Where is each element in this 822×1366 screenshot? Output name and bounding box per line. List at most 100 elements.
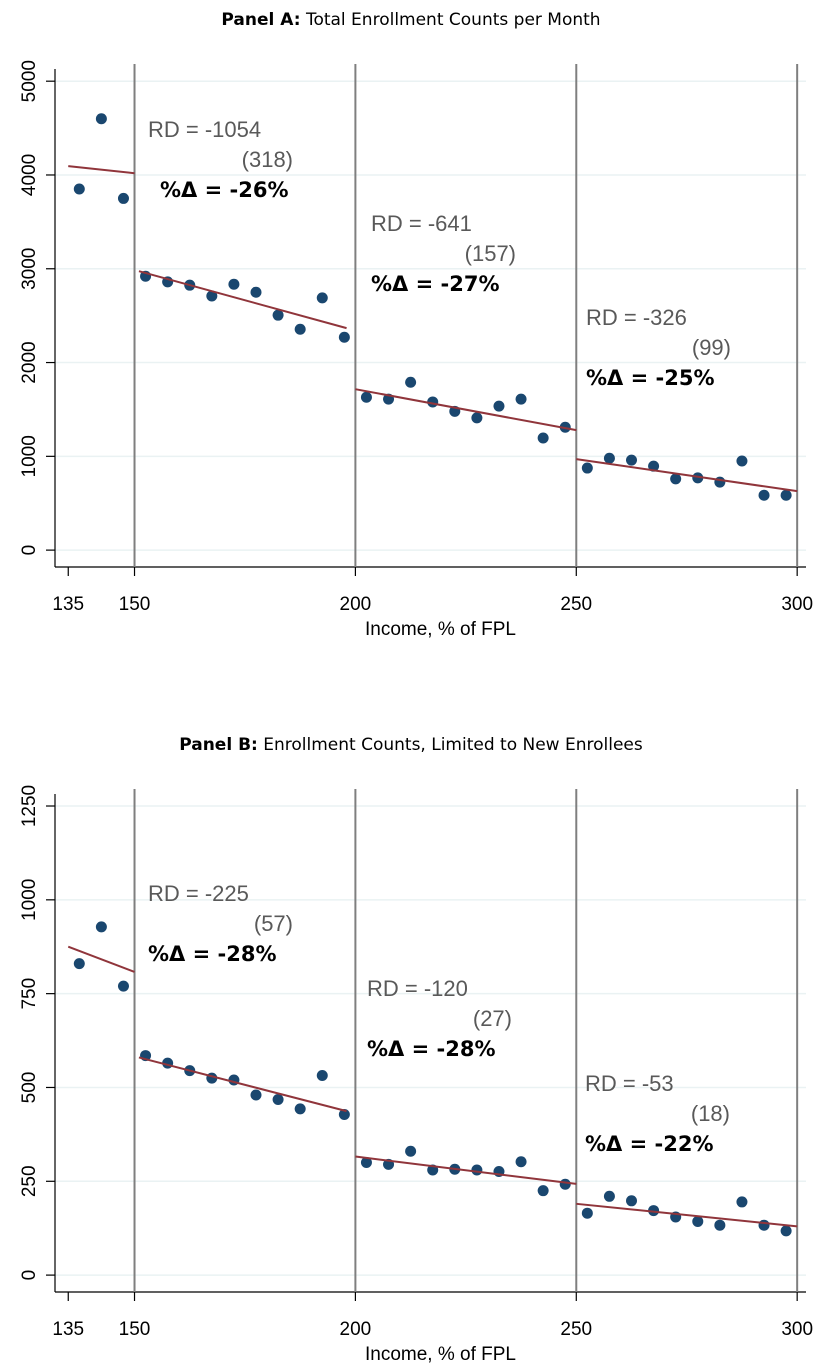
x-tick-label: 200 <box>340 594 372 615</box>
std-error: (18) <box>691 1101 730 1126</box>
pct-change: %Δ = -27% <box>371 272 500 296</box>
pct-change: %Δ = -28% <box>148 942 277 966</box>
data-point <box>603 452 615 464</box>
data-point <box>117 192 129 204</box>
data-point <box>338 331 350 343</box>
data-point <box>294 323 306 335</box>
chart-title: Panel B: Enrollment Counts, Limited to N… <box>179 735 643 755</box>
y-tick-label: 1000 <box>19 879 40 921</box>
data-point <box>626 454 638 466</box>
x-tick-label: 250 <box>560 1319 592 1340</box>
fit-line <box>355 388 577 432</box>
rd-estimate: RD = -53 <box>585 1071 674 1096</box>
fit-line <box>138 1056 347 1113</box>
fit-line <box>67 945 135 973</box>
y-tick-label: 5000 <box>19 60 40 102</box>
data-point <box>648 1205 660 1217</box>
x-tick-label: 150 <box>119 594 151 615</box>
title-text: Enrollment Counts, Limited to New Enroll… <box>263 735 643 755</box>
data-point <box>780 489 792 501</box>
data-point <box>692 472 704 484</box>
y-tick-label: 750 <box>19 978 40 1010</box>
data-point <box>95 113 107 125</box>
data-point <box>515 393 527 405</box>
std-error: (157) <box>465 241 516 266</box>
std-error: (57) <box>254 911 293 936</box>
y-tick-label: 4000 <box>19 154 40 196</box>
pct-change: %Δ = -28% <box>367 1037 496 1061</box>
data-point <box>250 286 262 298</box>
title-prefix: Panel B: <box>179 735 258 755</box>
x-tick-label: 300 <box>781 1319 813 1340</box>
fit-line <box>68 165 135 175</box>
x-tick-label: 250 <box>560 594 592 615</box>
y-tick-label: 250 <box>19 1165 40 1197</box>
y-tick-label: 500 <box>19 1072 40 1104</box>
title-text: Total Enrollment Counts per Month <box>305 10 601 30</box>
rd-estimate: RD = -225 <box>148 881 249 906</box>
y-tick-label: 1000 <box>19 435 40 477</box>
y-tick-label: 3000 <box>19 248 40 290</box>
data-point <box>758 489 770 501</box>
std-error: (318) <box>242 147 293 172</box>
data-point <box>758 1219 770 1231</box>
data-point <box>493 400 505 412</box>
fit-line <box>355 1155 577 1185</box>
data-point <box>316 292 328 304</box>
data-point <box>537 432 549 444</box>
data-point <box>73 958 85 970</box>
data-point <box>515 1156 527 1168</box>
data-point <box>117 980 129 992</box>
fit-line <box>576 1202 798 1228</box>
data-point <box>228 278 240 290</box>
data-point <box>73 183 85 195</box>
data-point <box>692 1215 704 1227</box>
y-tick-label: 1250 <box>19 785 40 827</box>
x-tick-label: 200 <box>340 1319 372 1340</box>
data-point <box>648 460 660 472</box>
title-prefix: Panel A: <box>221 10 300 30</box>
data-point <box>559 1178 571 1190</box>
data-point <box>714 476 726 488</box>
x-tick-label: 135 <box>52 594 84 615</box>
y-tick-label: 2000 <box>19 341 40 383</box>
data-point <box>736 455 748 467</box>
pct-change: %Δ = -25% <box>586 366 715 390</box>
y-tick-label: 0 <box>19 1270 40 1281</box>
data-point <box>626 1195 638 1207</box>
data-point <box>780 1225 792 1237</box>
data-point <box>95 921 107 933</box>
fit-line <box>576 458 798 493</box>
rd-estimate: RD = -120 <box>367 976 468 1001</box>
chart-title: Panel A: Total Enrollment Counts per Mon… <box>221 10 600 30</box>
data-point <box>581 462 593 474</box>
data-point <box>360 1157 372 1169</box>
x-tick-label: 135 <box>52 1319 84 1340</box>
data-point <box>603 1190 615 1202</box>
x-tick-label: 150 <box>119 1319 151 1340</box>
std-error: (27) <box>473 1006 512 1031</box>
data-point <box>581 1207 593 1219</box>
data-point <box>272 309 284 321</box>
pct-change: %Δ = -22% <box>585 1132 714 1156</box>
data-point <box>405 376 417 388</box>
data-point <box>294 1103 306 1115</box>
fit-line <box>138 270 347 330</box>
x-axis-label: Income, % of FPL <box>365 1344 516 1365</box>
y-tick-label: 0 <box>19 545 40 556</box>
data-point <box>338 1108 350 1120</box>
x-axis-label: Income, % of FPL <box>365 619 516 640</box>
rd-estimate: RD = -326 <box>586 305 687 330</box>
rd-estimate: RD = -641 <box>371 211 472 236</box>
std-error: (99) <box>692 335 731 360</box>
data-point <box>360 391 372 403</box>
data-point <box>670 473 682 485</box>
data-point <box>714 1219 726 1231</box>
data-point <box>405 1145 417 1157</box>
data-point <box>206 290 218 302</box>
data-point <box>471 412 483 424</box>
pct-change: %Δ = -26% <box>160 178 289 202</box>
data-point <box>272 1093 284 1105</box>
data-point <box>471 1164 483 1176</box>
